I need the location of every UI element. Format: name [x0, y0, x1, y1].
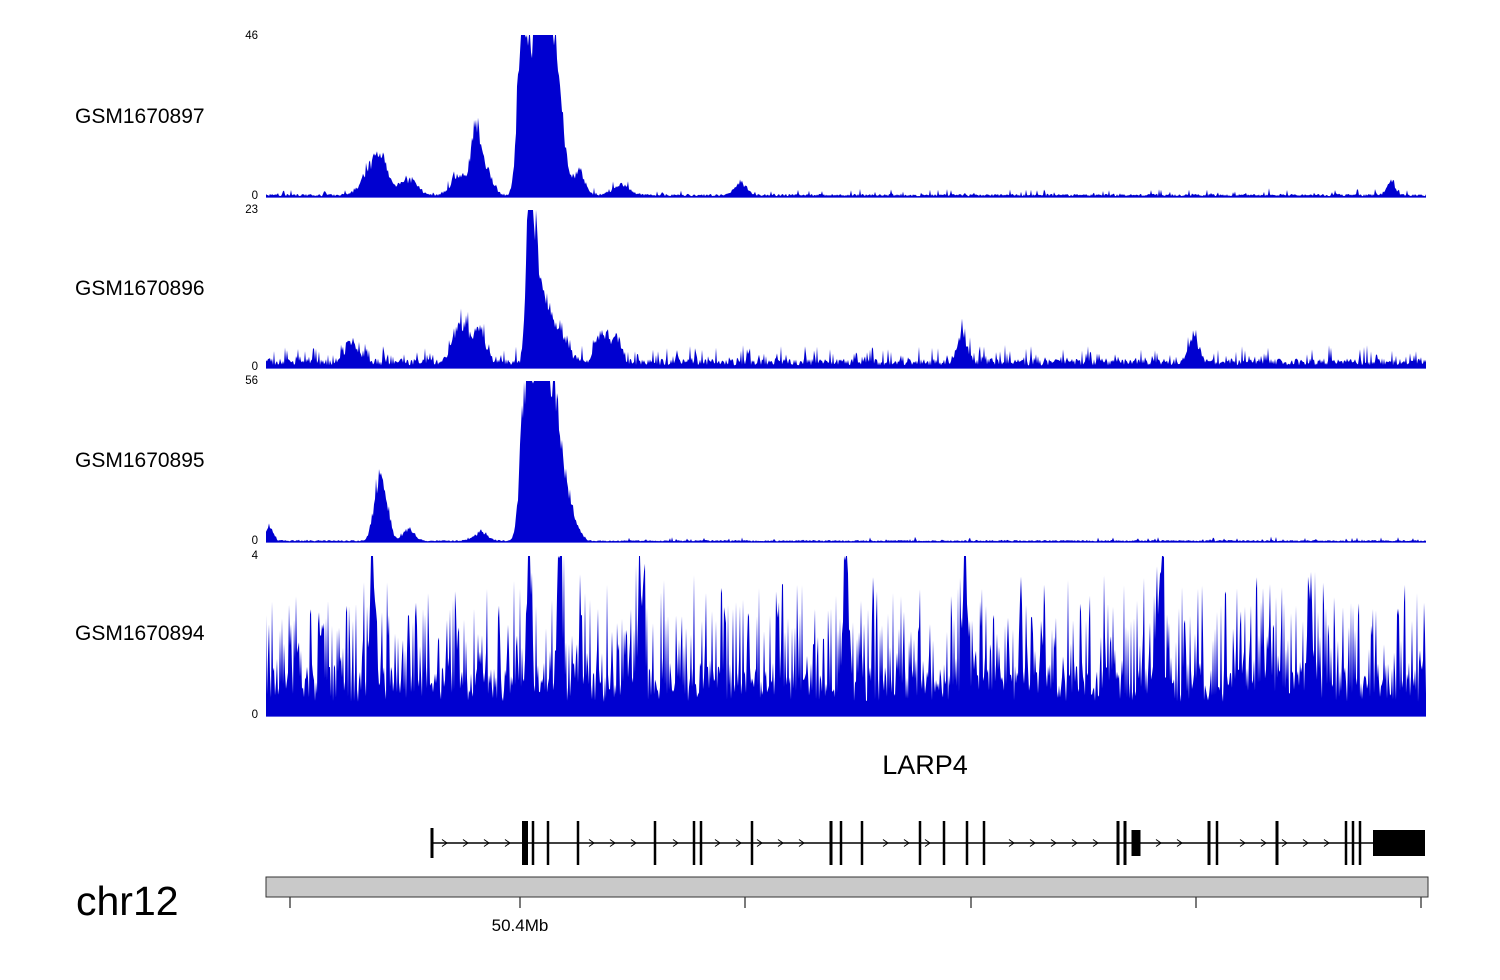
track-label: GSM1670897 [75, 105, 205, 128]
strand-arrow-icon [1029, 839, 1036, 847]
strand-arrow-icon [1260, 839, 1267, 847]
exon-block [1344, 821, 1348, 865]
strand-arrow-icon [1176, 839, 1183, 847]
strand-arrow-icon [1155, 839, 1162, 847]
coverage-area [266, 35, 1426, 197]
strand-arrow-icon [1302, 839, 1309, 847]
strand-arrow-icon [903, 839, 910, 847]
signal-track-GSM1670897 [266, 35, 1426, 198]
exon-block [1207, 821, 1211, 865]
exon-block [918, 821, 922, 865]
strand-arrow-icon [630, 839, 637, 847]
strand-arrow-icon [924, 839, 931, 847]
signal-track-GSM1670896 [266, 210, 1426, 369]
exon-block [699, 821, 703, 865]
gene-model [430, 821, 1425, 865]
strand-arrow-icon [882, 839, 889, 847]
y-axis-max: 23 [245, 204, 258, 216]
signal-track-GSM1670895 [266, 381, 1426, 543]
signal-track-GSM1670894 [266, 556, 1426, 717]
strand-arrow-icon [1050, 839, 1057, 847]
exon-block [942, 821, 946, 865]
exon-block [692, 821, 696, 865]
track-label: GSM1670896 [75, 277, 205, 300]
gene-name-label: LARP4 [882, 750, 968, 780]
chromosome-label: chr12 [76, 878, 179, 924]
strand-arrow-icon [609, 839, 616, 847]
y-axis-max: 56 [245, 375, 258, 387]
strand-arrow-icon [1239, 839, 1246, 847]
coverage-area [266, 210, 1426, 368]
strand-arrow-icon [777, 839, 784, 847]
coverage-area [266, 381, 1426, 542]
strand-arrow-icon [441, 839, 448, 847]
exon-block [653, 821, 657, 865]
y-axis-min: 0 [251, 535, 258, 547]
coordinate-tick-label: 50.4Mb [491, 916, 549, 935]
strand-arrow-icon [1071, 839, 1078, 847]
track-label: GSM1670895 [75, 449, 205, 472]
exon-block [1373, 830, 1425, 856]
exon-block [522, 821, 528, 865]
exon-block [1351, 821, 1355, 865]
strand-arrow-icon [1323, 839, 1330, 847]
strand-arrow-icon [756, 839, 763, 847]
exon-block [1116, 821, 1120, 865]
exon-block [1215, 821, 1219, 865]
y-axis-max: 4 [251, 550, 258, 562]
strand-arrow-icon [588, 839, 595, 847]
strand-arrow-icon [672, 839, 679, 847]
chromosome-ruler [265, 876, 1429, 908]
strand-arrow-icon [1281, 839, 1288, 847]
exon-block [531, 821, 535, 865]
exon-block [839, 821, 843, 865]
exon-block [576, 821, 580, 865]
strand-arrow-icon [735, 839, 742, 847]
strand-arrow-icon [483, 839, 490, 847]
y-axis-min: 0 [251, 190, 258, 202]
exon-block [1123, 821, 1127, 865]
coverage-area [266, 556, 1426, 716]
exon-block [750, 821, 754, 865]
exon-block [1275, 821, 1279, 865]
exon-block [965, 821, 969, 865]
exon-block [546, 821, 550, 865]
strand-arrow-icon [504, 839, 511, 847]
strand-arrow-icon [1008, 839, 1015, 847]
exon-block [860, 821, 864, 865]
y-axis-max: 46 [245, 30, 258, 42]
exon-block [829, 821, 833, 865]
exon-block [1131, 830, 1141, 856]
track-label: GSM1670894 [75, 622, 205, 645]
strand-arrow-icon [1092, 839, 1099, 847]
exon-block [430, 828, 434, 858]
y-axis-min: 0 [251, 709, 258, 721]
exon-block [982, 821, 986, 865]
strand-arrow-icon [462, 839, 469, 847]
y-axis-min: 0 [251, 361, 258, 373]
strand-arrow-icon [714, 839, 721, 847]
strand-arrow-icon [798, 839, 805, 847]
chromosome-bar [265, 876, 1429, 898]
exon-block [1358, 821, 1362, 865]
